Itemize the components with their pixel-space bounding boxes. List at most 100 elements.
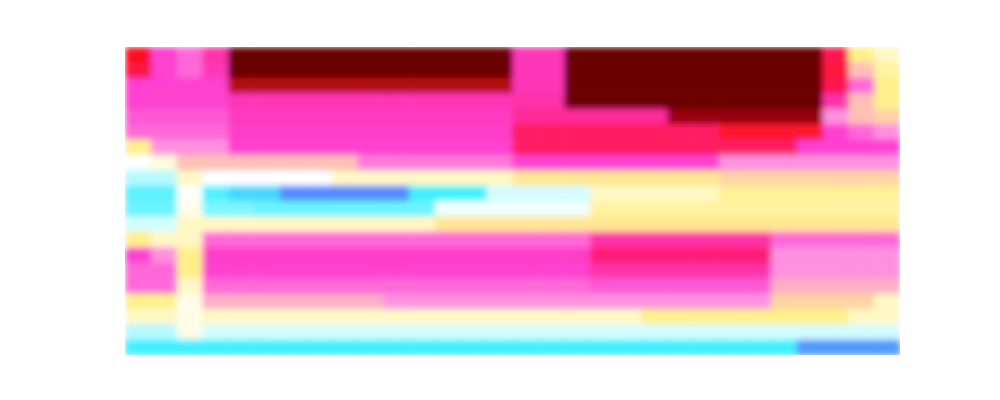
heatmap-cell xyxy=(409,78,435,94)
heatmap-cell xyxy=(668,263,694,279)
heatmap-cell xyxy=(461,124,487,140)
heatmap-cell xyxy=(513,216,539,232)
heatmap-cell xyxy=(564,170,590,186)
heatmap-cell xyxy=(254,263,280,279)
heatmap-cell xyxy=(616,93,642,109)
heatmap-cell xyxy=(848,62,874,78)
heatmap-cell xyxy=(228,216,254,232)
heatmap-cell xyxy=(668,340,694,355)
heatmap-cell xyxy=(745,186,771,202)
heatmap-cell xyxy=(280,278,306,294)
heatmap-cell xyxy=(358,278,384,294)
heatmap-cell xyxy=(642,93,668,109)
heatmap-cell xyxy=(177,109,203,125)
heatmap-cell xyxy=(332,155,358,171)
heatmap-cell xyxy=(228,78,254,94)
heatmap-cell xyxy=(358,293,384,309)
heatmap-cell xyxy=(125,216,151,232)
heatmap-cell xyxy=(332,340,358,355)
heatmap-cell xyxy=(125,293,151,309)
heatmap-cell xyxy=(590,263,616,279)
heatmap-cell xyxy=(642,324,668,340)
heatmap-cell xyxy=(538,232,564,248)
heatmap-cell xyxy=(409,155,435,171)
heatmap-cell xyxy=(203,293,229,309)
heatmap-cell xyxy=(719,109,745,125)
heatmap-cell xyxy=(228,139,254,155)
heatmap-cell xyxy=(254,247,280,263)
heatmap-cell xyxy=(771,170,797,186)
heatmap-cell xyxy=(642,309,668,325)
heatmap-cell xyxy=(616,324,642,340)
heatmap-cell xyxy=(771,263,797,279)
heatmap-cell xyxy=(177,170,203,186)
heatmap-cell xyxy=(461,324,487,340)
heatmap-cell xyxy=(693,324,719,340)
heatmap-cell xyxy=(616,124,642,140)
heatmap-cell xyxy=(797,278,823,294)
heatmap-cell xyxy=(461,216,487,232)
heatmap-cell xyxy=(668,47,694,63)
plot-area xyxy=(125,47,900,355)
heatmap-cell xyxy=(745,109,771,125)
heatmap-cell xyxy=(280,124,306,140)
heatmap-cell xyxy=(358,155,384,171)
heatmap-cell xyxy=(564,124,590,140)
heatmap-cell xyxy=(435,247,461,263)
heatmap-cell xyxy=(564,247,590,263)
heatmap-cell xyxy=(177,278,203,294)
heatmap-cell xyxy=(538,340,564,355)
heatmap-cell xyxy=(668,309,694,325)
heatmap-cell xyxy=(487,124,513,140)
heatmap-cell xyxy=(358,93,384,109)
heatmap-cell xyxy=(823,201,849,217)
heatmap-cell xyxy=(642,263,668,279)
heatmap-cell xyxy=(745,124,771,140)
heatmap-cell xyxy=(383,247,409,263)
heatmap-cell xyxy=(332,201,358,217)
heatmap-cell xyxy=(668,155,694,171)
heatmap-cell xyxy=(848,93,874,109)
heatmap-cell xyxy=(332,232,358,248)
heatmap-cell xyxy=(564,139,590,155)
heatmap-cell xyxy=(461,263,487,279)
heatmap-cell xyxy=(177,324,203,340)
heatmap-cell xyxy=(616,139,642,155)
heatmap-cell xyxy=(848,124,874,140)
heatmap-cell xyxy=(306,47,332,63)
heatmap-cell xyxy=(306,139,332,155)
heatmap-cell xyxy=(797,47,823,63)
heatmap-cell xyxy=(228,201,254,217)
heatmap-cell xyxy=(513,324,539,340)
heatmap-cell xyxy=(280,155,306,171)
heatmap-cell xyxy=(538,139,564,155)
heatmap-cell xyxy=(461,247,487,263)
heatmap-cell xyxy=(564,78,590,94)
heatmap-cell xyxy=(874,124,900,140)
heatmap-cell xyxy=(719,340,745,355)
heatmap-cell xyxy=(538,309,564,325)
heatmap-cell xyxy=(461,78,487,94)
heatmap-cell xyxy=(590,155,616,171)
heatmap-cell xyxy=(254,201,280,217)
heatmap-cell xyxy=(435,93,461,109)
heatmap-cell xyxy=(358,109,384,125)
heatmap-cell xyxy=(797,324,823,340)
heatmap-cell xyxy=(151,47,177,63)
heatmap-cell xyxy=(409,47,435,63)
heatmap-cell xyxy=(745,78,771,94)
heatmap-cell xyxy=(797,340,823,355)
heatmap-cell xyxy=(642,78,668,94)
heatmap-cell xyxy=(513,139,539,155)
heatmap-cell xyxy=(823,324,849,340)
heatmap-cell xyxy=(823,62,849,78)
heatmap-cell xyxy=(435,62,461,78)
heatmap-cell xyxy=(719,170,745,186)
heatmap-cell xyxy=(590,324,616,340)
heatmap-cell xyxy=(771,47,797,63)
heatmap-cell xyxy=(125,155,151,171)
heatmap-cell xyxy=(358,340,384,355)
heatmap-cell xyxy=(668,62,694,78)
heatmap-cell xyxy=(254,324,280,340)
heatmap-cell xyxy=(642,47,668,63)
